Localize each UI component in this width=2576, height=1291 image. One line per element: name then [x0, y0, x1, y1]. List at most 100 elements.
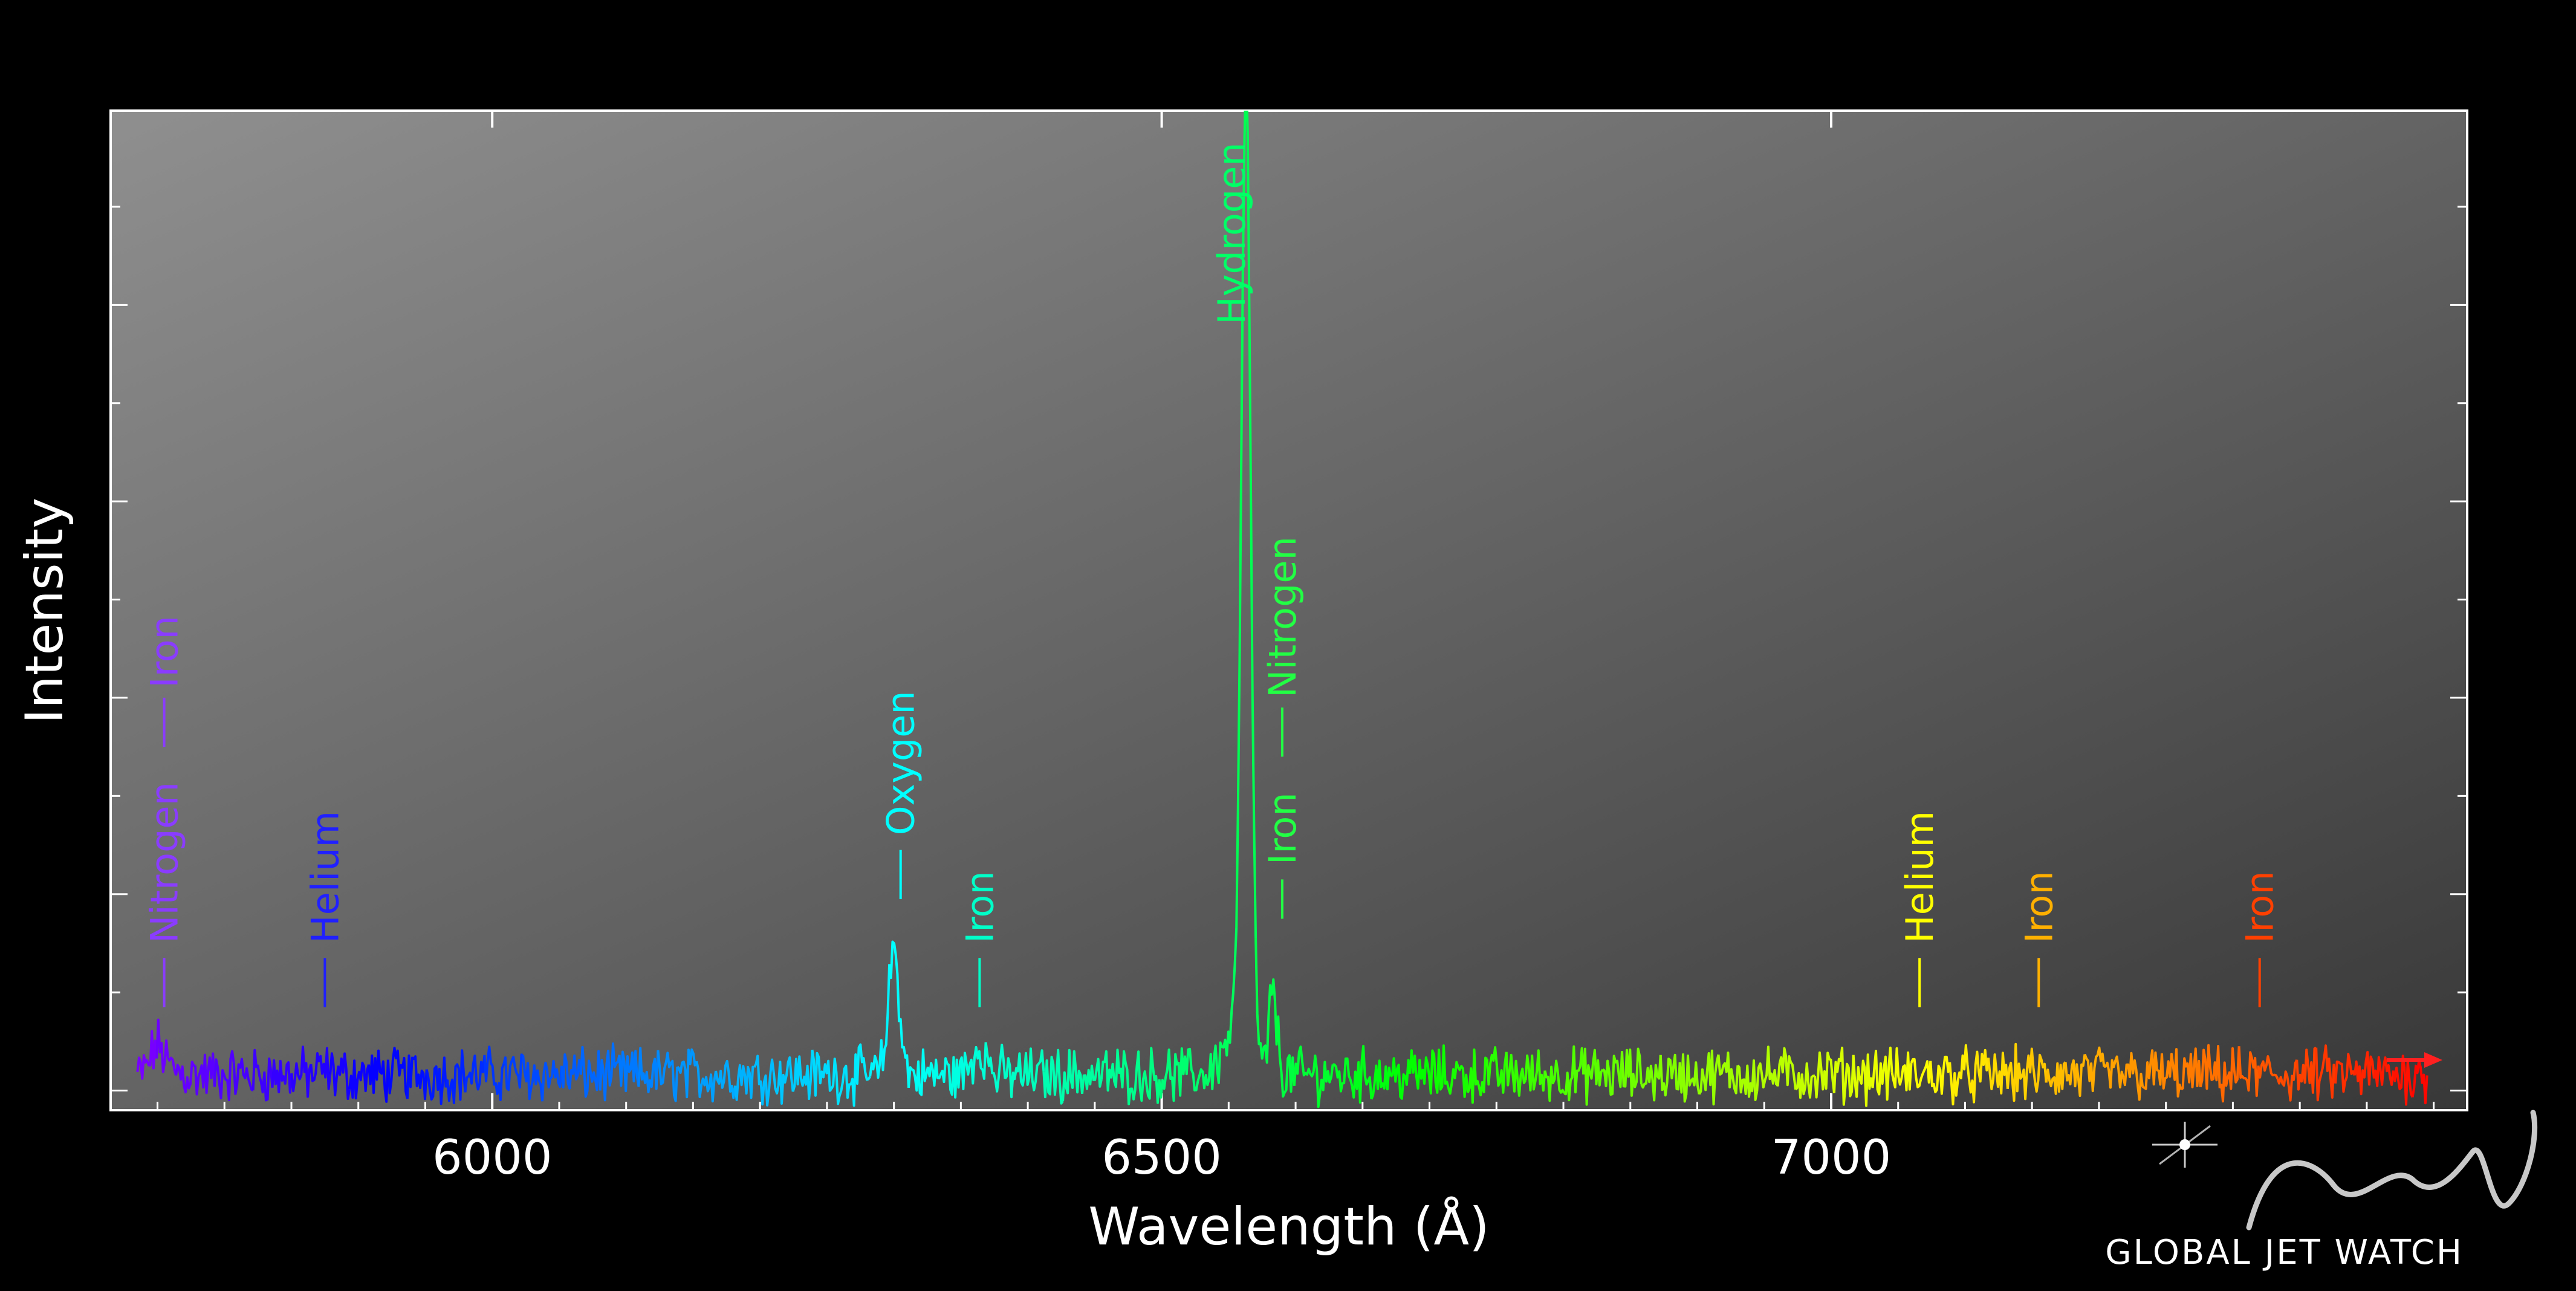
spectrum-segment [1640, 1055, 1662, 1102]
x-tick-label: 6500 [1101, 1131, 1222, 1185]
spectrum-segment [1929, 1055, 1951, 1095]
spectrum-segment [348, 1059, 370, 1100]
spectrum-segment [1158, 1049, 1180, 1102]
spectrum-segment [541, 1059, 563, 1102]
spectrum-segment [2237, 1046, 2260, 1098]
spectrum-segment [676, 1048, 698, 1099]
spectrum-segment [791, 1049, 814, 1101]
spectrum-segment [1138, 1047, 1161, 1104]
spectrum-segment [1042, 1049, 1064, 1105]
spectrum-segment [1447, 1061, 1469, 1098]
spectrum-segment [1485, 1046, 1508, 1094]
spectrum-segment [1467, 1048, 1488, 1104]
x-tick-label: 6000 [432, 1131, 553, 1185]
annotation-label: Helium [303, 811, 347, 943]
spectrum-segment [2025, 1047, 2048, 1093]
spectrum-segment [386, 1047, 409, 1099]
spectrum-segment [926, 1057, 949, 1087]
annotation-label: Iron [2238, 871, 2282, 943]
spectrum-segment [1274, 1001, 1296, 1098]
spectrum-segment [753, 1055, 775, 1107]
spectrum-segment [1678, 1053, 1701, 1103]
spectrum-segment [2161, 1048, 2182, 1098]
spectrum-segment [1177, 1047, 1199, 1097]
spectrum-segment [329, 1052, 351, 1101]
spectrum-segment [368, 1049, 389, 1103]
spectrum-segment [1659, 1053, 1681, 1097]
spectrum-segment [2276, 1059, 2299, 1102]
plot-area [109, 109, 2468, 1111]
spectrum-segment [965, 1042, 987, 1085]
spectrum-segment [1004, 1052, 1026, 1099]
spectrum-segment [1987, 1052, 2009, 1095]
spectrum-segment [1293, 1045, 1315, 1086]
spectrum-segment [1543, 1059, 1566, 1102]
spectrum-segment [869, 964, 891, 1079]
spectrum-segment [2141, 1049, 2163, 1090]
spectrum-segment [1910, 1058, 1932, 1088]
spectrum-segment [849, 1043, 871, 1107]
spectrum-segment [310, 1047, 332, 1090]
spectrum-segment [2295, 1046, 2317, 1094]
annotation-label: Iron [2017, 871, 2061, 943]
spectrum-segment [2122, 1052, 2144, 1101]
spectrum-segment [1717, 1052, 1739, 1094]
spectrum-segment [232, 1058, 254, 1095]
spectrum-segment [1698, 1049, 1720, 1106]
spectrum-segment [213, 1050, 235, 1101]
spectrum-segment [1814, 1051, 1835, 1099]
spectrum-segment [599, 1042, 621, 1102]
spectrum-segment [2180, 1047, 2202, 1091]
spectrum-segment [1312, 1054, 1334, 1108]
y-axis-label: Intensity [15, 498, 75, 724]
spectrum-segment [984, 1042, 1007, 1093]
spectrum-segment [2064, 1054, 2086, 1097]
spectrum-segment [464, 1055, 486, 1093]
global-jet-watch-logo: GLOBAL JET WATCH [2105, 1110, 2538, 1272]
spectrum-segment [1254, 938, 1276, 1064]
x-tick-label: 7000 [1771, 1131, 1892, 1185]
spectrum-segment [1428, 1044, 1450, 1095]
spectrum-segment [406, 1054, 428, 1101]
spectrum-segment [2218, 1046, 2240, 1103]
spectrum-segment [290, 1045, 313, 1098]
spectrum-segment [1832, 1046, 1855, 1106]
spectrum-segment [772, 1056, 794, 1105]
spectrum-segment [1505, 1052, 1527, 1097]
continuation-arrow-head [2424, 1052, 2442, 1068]
spectrum-segment [618, 1050, 640, 1093]
spectrum-segment [271, 1059, 293, 1094]
spectrum-segment [1776, 1047, 1797, 1090]
spectrum-segment [483, 1045, 505, 1101]
spectrum-segment [2045, 1061, 2067, 1095]
spectrum-segment [1390, 1057, 1412, 1100]
spectrum-segment [1100, 1049, 1122, 1092]
spectrum-segment [715, 1059, 736, 1099]
spectrum-segment [1948, 1044, 1971, 1106]
spectrum-segment [1736, 1059, 1759, 1101]
spectrum-segment [444, 1049, 467, 1104]
spectrum-segment [1409, 1049, 1431, 1090]
spectrum-segment [560, 1053, 582, 1090]
spectrum-segment [2199, 1044, 2221, 1090]
spectrum-segment [734, 1064, 755, 1101]
spectrum-segment [946, 1052, 968, 1099]
spectrum-segment [907, 1048, 929, 1096]
spectrum-segment [1023, 1047, 1045, 1091]
x-axis-ticks: 6000 6500 7000 [157, 111, 2435, 1185]
annotation-label: Iron [143, 616, 187, 688]
spectrum-segment [2104, 1055, 2125, 1089]
spectrum-segment [830, 1058, 852, 1105]
spectrum-segment [811, 1049, 832, 1097]
logo-text: GLOBAL JET WATCH [2105, 1233, 2464, 1272]
logo-wave [2246, 1110, 2538, 1231]
spectrum-segment [579, 1045, 602, 1098]
spectrum-segment [155, 1018, 178, 1076]
annotation-label: Nitrogen [1260, 536, 1305, 698]
x-axis-label: Wavelength (Å) [1088, 1196, 1489, 1257]
spectrum-segment [1081, 1058, 1103, 1094]
spectrum-segment [251, 1049, 274, 1102]
spectrum-segment [425, 1056, 447, 1105]
spectrum-segment [1871, 1046, 1893, 1101]
